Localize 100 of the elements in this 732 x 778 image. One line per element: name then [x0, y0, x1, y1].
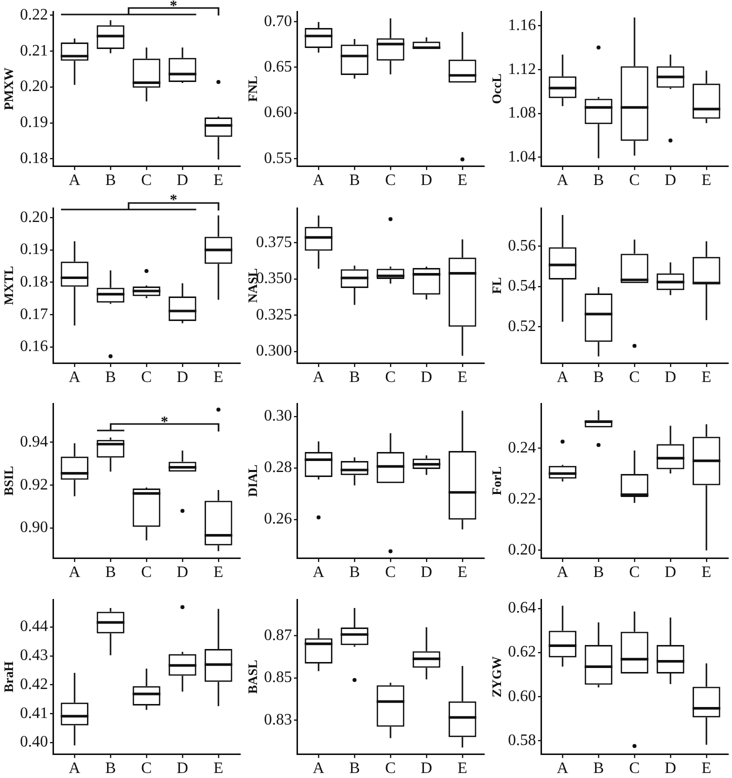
- y-tick-label: 0.20: [20, 208, 48, 226]
- y-tick-label: 0.55: [264, 150, 292, 167]
- x-tick-label: C: [629, 760, 640, 777]
- x-tick-label: E: [214, 172, 224, 189]
- y-tick-label: 1.04: [508, 148, 536, 166]
- y-axis-title: BraH: [1, 661, 16, 692]
- y-axis-title: ZYGW: [489, 656, 504, 698]
- y-tick-label: 0.22: [508, 490, 536, 508]
- x-tick-label: A: [312, 760, 325, 777]
- x-tick-label: E: [214, 368, 224, 386]
- y-tick-label: 0.94: [20, 433, 48, 450]
- x-tick-label: D: [420, 172, 432, 189]
- y-tick-label: 0.90: [20, 519, 48, 536]
- x-tick-label: C: [141, 368, 152, 386]
- y-axis-title: FNL: [245, 75, 260, 102]
- y-tick-label: 0.92: [20, 476, 48, 494]
- y-tick-label: 0.300: [256, 342, 292, 360]
- x-tick-label: A: [68, 172, 81, 189]
- y-tick-label: 0.24: [508, 439, 536, 456]
- y-axis-title: BASL: [245, 659, 260, 694]
- y-tick-label: 0.56: [508, 237, 536, 254]
- y-axis-title: PMXW: [1, 67, 16, 110]
- y-tick-label: 1.08: [508, 104, 536, 122]
- x-tick-label: A: [312, 172, 325, 189]
- x-tick-label: E: [458, 564, 468, 581]
- y-tick-label: 0.26: [264, 510, 292, 528]
- y-tick-label: 0.325: [256, 306, 292, 324]
- x-tick-label: E: [702, 760, 712, 777]
- x-tick-label: E: [214, 760, 224, 777]
- y-tick-label: 0.85: [264, 669, 292, 686]
- x-tick-label: C: [385, 760, 396, 777]
- annotation: *: [170, 192, 178, 209]
- y-tick-label: 0.40: [20, 734, 48, 751]
- x-tick-label: B: [349, 368, 360, 386]
- x-tick-label: C: [141, 564, 152, 581]
- annotation: *: [160, 414, 168, 430]
- y-tick-label: 0.21: [20, 42, 48, 60]
- x-tick-label: B: [105, 172, 116, 189]
- y-tick-label: 0.70: [264, 12, 292, 30]
- y-tick-label: 0.18: [20, 273, 48, 290]
- x-tick-label: B: [593, 368, 604, 386]
- x-tick-label: C: [629, 172, 640, 189]
- x-tick-label: E: [458, 760, 468, 777]
- y-tick-label: 0.375: [256, 234, 292, 251]
- y-tick-label: 0.17: [20, 306, 48, 323]
- x-tick-label: B: [105, 368, 116, 386]
- x-tick-label: D: [420, 760, 432, 777]
- x-tick-label: A: [312, 564, 325, 581]
- x-tick-label: E: [458, 368, 468, 386]
- y-axis-title: BSIL: [1, 466, 16, 496]
- y-tick-label: 0.42: [20, 676, 48, 693]
- x-tick-label: C: [385, 368, 396, 386]
- y-tick-label: 0.62: [508, 644, 536, 661]
- x-tick-label: B: [593, 564, 604, 581]
- y-tick-label: 0.22: [20, 6, 48, 24]
- y-tick-label: 0.20: [20, 78, 48, 96]
- x-tick-label: D: [176, 760, 188, 777]
- x-tick-label: C: [629, 564, 640, 581]
- x-tick-label: C: [385, 172, 396, 189]
- y-tick-label: 0.18: [20, 150, 48, 168]
- x-tick-label: B: [349, 564, 360, 581]
- y-tick-label: 0.44: [20, 618, 48, 636]
- y-tick-label: 1.12: [508, 60, 536, 78]
- y-tick-label: 0.58: [508, 732, 536, 749]
- x-tick-label: A: [312, 368, 325, 386]
- x-tick-label: C: [141, 172, 152, 189]
- x-tick-label: C: [629, 368, 640, 386]
- x-tick-label: D: [664, 760, 676, 777]
- y-tick-label: 0.28: [264, 459, 292, 476]
- x-tick-label: A: [556, 172, 569, 189]
- x-tick-label: E: [702, 564, 712, 581]
- y-tick-label: 1.16: [508, 17, 536, 34]
- y-tick-label: 0.41: [20, 704, 48, 722]
- y-tick-label: 0.16: [20, 338, 48, 356]
- x-tick-label: E: [702, 368, 712, 386]
- x-tick-label: C: [141, 760, 152, 777]
- y-tick-label: 0.30: [264, 408, 292, 425]
- annotation: *: [170, 0, 178, 14]
- x-tick-label: E: [214, 564, 224, 581]
- x-tick-label: D: [176, 564, 188, 581]
- y-tick-label: 0.350: [256, 270, 292, 288]
- y-tick-label: 0.64: [508, 600, 536, 617]
- x-tick-label: D: [664, 564, 676, 581]
- y-tick-label: 0.60: [508, 688, 536, 705]
- x-tick-label: E: [702, 172, 712, 189]
- y-axis-title: OccL: [489, 73, 504, 104]
- x-tick-label: B: [593, 760, 604, 777]
- x-tick-label: A: [68, 368, 81, 386]
- x-tick-label: B: [105, 760, 116, 777]
- x-tick-label: B: [349, 172, 360, 189]
- x-tick-label: E: [458, 172, 468, 189]
- y-axis-title: FL: [489, 276, 504, 294]
- x-tick-label: A: [556, 368, 569, 386]
- y-tick-label: 0.43: [20, 647, 48, 664]
- y-tick-label: 0.54: [508, 278, 536, 295]
- x-tick-label: D: [420, 564, 432, 581]
- x-tick-label: A: [68, 760, 81, 777]
- y-axis-title: ForL: [489, 466, 504, 496]
- y-tick-label: 0.52: [508, 318, 536, 335]
- x-tick-label: D: [664, 172, 676, 189]
